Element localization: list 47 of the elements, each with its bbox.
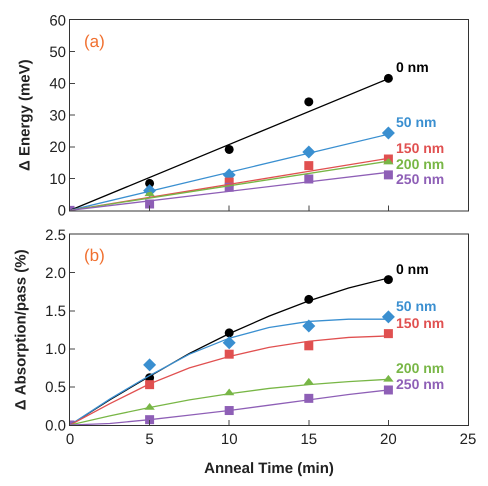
point [384, 329, 393, 338]
point [304, 97, 314, 106]
series-label: 50 nm [396, 114, 436, 130]
y-tick-label: 0.0 [45, 417, 66, 434]
series-label: 0 nm [396, 59, 429, 75]
y-tick-label: 2.0 [45, 264, 66, 282]
point [384, 170, 393, 180]
y-tick-label: 10 [49, 170, 66, 188]
point [304, 161, 314, 170]
point [384, 74, 393, 83]
annotation: (b) [84, 246, 105, 265]
x-axis-title: Anneal Time (min) [204, 460, 334, 477]
series-label: 200 nm [396, 156, 444, 172]
series-label: 200 nm [396, 360, 444, 376]
y-tick-label: 1.5 [45, 303, 66, 320]
y-tick-label: 30 [49, 107, 66, 124]
y-tick-label: 20 [49, 139, 66, 156]
y-tick-label: 40 [49, 76, 66, 93]
x-tick-label: 10 [220, 431, 238, 448]
x-tick-label: 20 [380, 431, 397, 448]
y-tick-label: 2.5 [45, 226, 66, 244]
series-label: 0 nm [396, 261, 429, 277]
y-tick-label: 0.5 [45, 379, 66, 396]
x-tick-label: 25 [460, 431, 476, 448]
y-tick-label: 60 [49, 12, 66, 30]
series-label: 150 nm [396, 315, 444, 331]
y-axis-title: Δ Absorption/pass (%) [12, 249, 30, 410]
point [302, 320, 316, 333]
series-label: 250 nm [396, 171, 444, 187]
point [382, 126, 395, 140]
x-tick-label: 15 [300, 431, 318, 448]
point [382, 310, 395, 324]
point [304, 341, 314, 350]
x-tick-label: 5 [145, 431, 154, 448]
point [384, 275, 393, 284]
y-tick-label: 1.0 [45, 341, 66, 358]
point [222, 336, 236, 350]
series-label: 50 nm [396, 298, 436, 314]
point [224, 144, 234, 154]
point [384, 385, 393, 394]
y-axis-title: Δ Energy (meV) [16, 59, 34, 172]
point [143, 358, 156, 372]
y-tick-label: 50 [49, 44, 66, 61]
series-label: 250 nm [396, 376, 444, 392]
annotation: (a) [84, 32, 105, 51]
series-label: 150 nm [396, 140, 444, 156]
y-tick-label: 0 [58, 202, 66, 220]
